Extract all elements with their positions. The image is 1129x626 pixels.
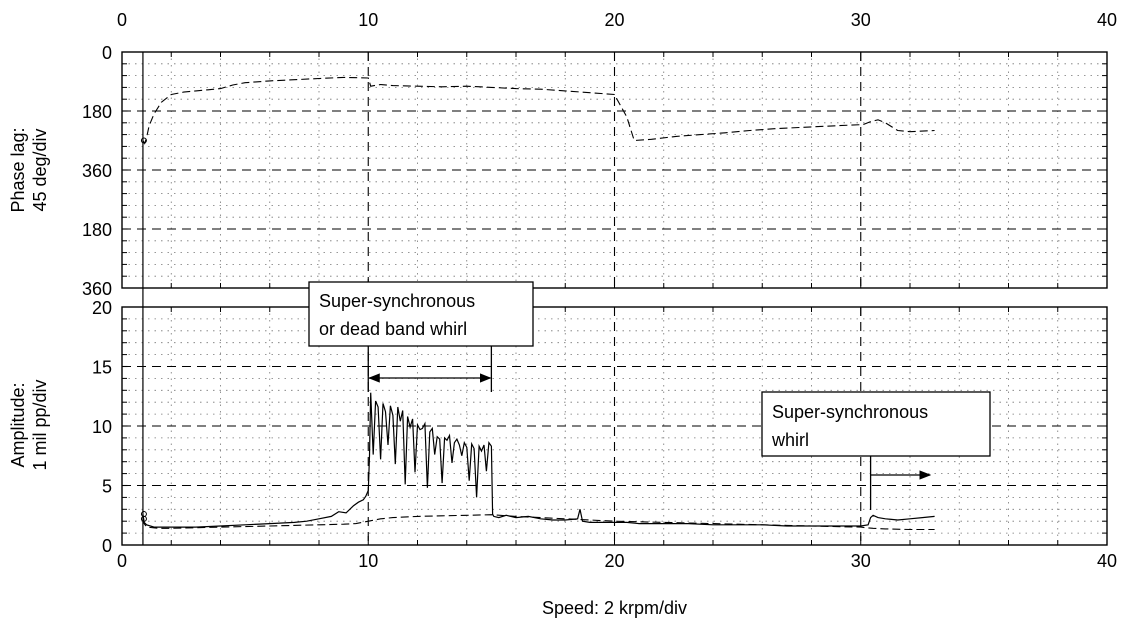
x-tick-label-top: 30 — [851, 10, 871, 30]
x-tick-label-bottom: 20 — [604, 551, 624, 571]
annotation-text-line: Super-synchronous — [319, 291, 475, 311]
grid-layer — [122, 52, 1107, 545]
labels-layer: 001010202030304040018036018036005101520P… — [8, 10, 1117, 571]
annotation-text-line: Super-synchronous — [772, 402, 928, 422]
start-marker-amplitude — [140, 511, 147, 518]
annotation-layer: Super-synchronous or dead band whirl Sup… — [308, 281, 991, 510]
y-tick-label-amplitude: 20 — [92, 298, 112, 318]
x-tick-label-bottom: 0 — [117, 551, 127, 571]
x-tick-label-top: 20 — [604, 10, 624, 30]
y-tick-label-phase: 360 — [82, 161, 112, 181]
y-tick-label-amplitude: 5 — [102, 477, 112, 497]
series-line-amplitude-dashed — [142, 514, 935, 531]
x-axis-title: Speed: 2 krpm/div — [542, 598, 687, 618]
y-axis-title-phase-line: 45 deg/div — [30, 128, 50, 211]
y-axis-title-amplitude-line: Amplitude: — [8, 382, 28, 467]
y-tick-label-phase: 360 — [82, 279, 112, 299]
y-axis-title-phase: Phase lag: 45 deg/div — [8, 127, 50, 212]
x-tick-label-top: 0 — [117, 10, 127, 30]
y-tick-label-amplitude: 0 — [102, 536, 112, 556]
series-layer — [140, 52, 935, 545]
x-tick-label-bottom: 30 — [851, 551, 871, 571]
y-axis-title-amplitude: Amplitude: 1 mil pp/div — [8, 379, 50, 470]
annotation-deadband-whirl: Super-synchronous or dead band whirl — [308, 281, 534, 347]
y-tick-label-amplitude: 10 — [92, 417, 112, 437]
annotation-box — [308, 281, 534, 347]
x-tick-label-bottom: 10 — [358, 551, 378, 571]
x-tick-label-bottom: 40 — [1097, 551, 1117, 571]
series-line-amplitude-solid — [142, 392, 935, 528]
series-line-phase-0 — [142, 76, 935, 145]
annotation-box — [761, 391, 991, 457]
start-marker-amplitude — [140, 515, 147, 522]
annotation-text-line: or dead band whirl — [319, 319, 467, 339]
y-tick-label-phase: 180 — [82, 102, 112, 122]
y-tick-label-phase: 0 — [102, 43, 112, 63]
annotation-super-synchronous-whirl: Super-synchronous whirl — [761, 391, 991, 457]
y-axis-title-amplitude-line: 1 mil pp/div — [30, 379, 50, 470]
start-marker-phase — [140, 137, 147, 144]
annotation-text-line: whirl — [771, 430, 809, 450]
x-tick-label-top: 40 — [1097, 10, 1117, 30]
y-axis-title-phase-line: Phase lag: — [8, 127, 28, 212]
frame-layer — [121, 51, 1108, 546]
x-tick-label-top: 10 — [358, 10, 378, 30]
y-tick-label-amplitude: 15 — [92, 358, 112, 378]
y-tick-label-phase: 180 — [82, 220, 112, 240]
